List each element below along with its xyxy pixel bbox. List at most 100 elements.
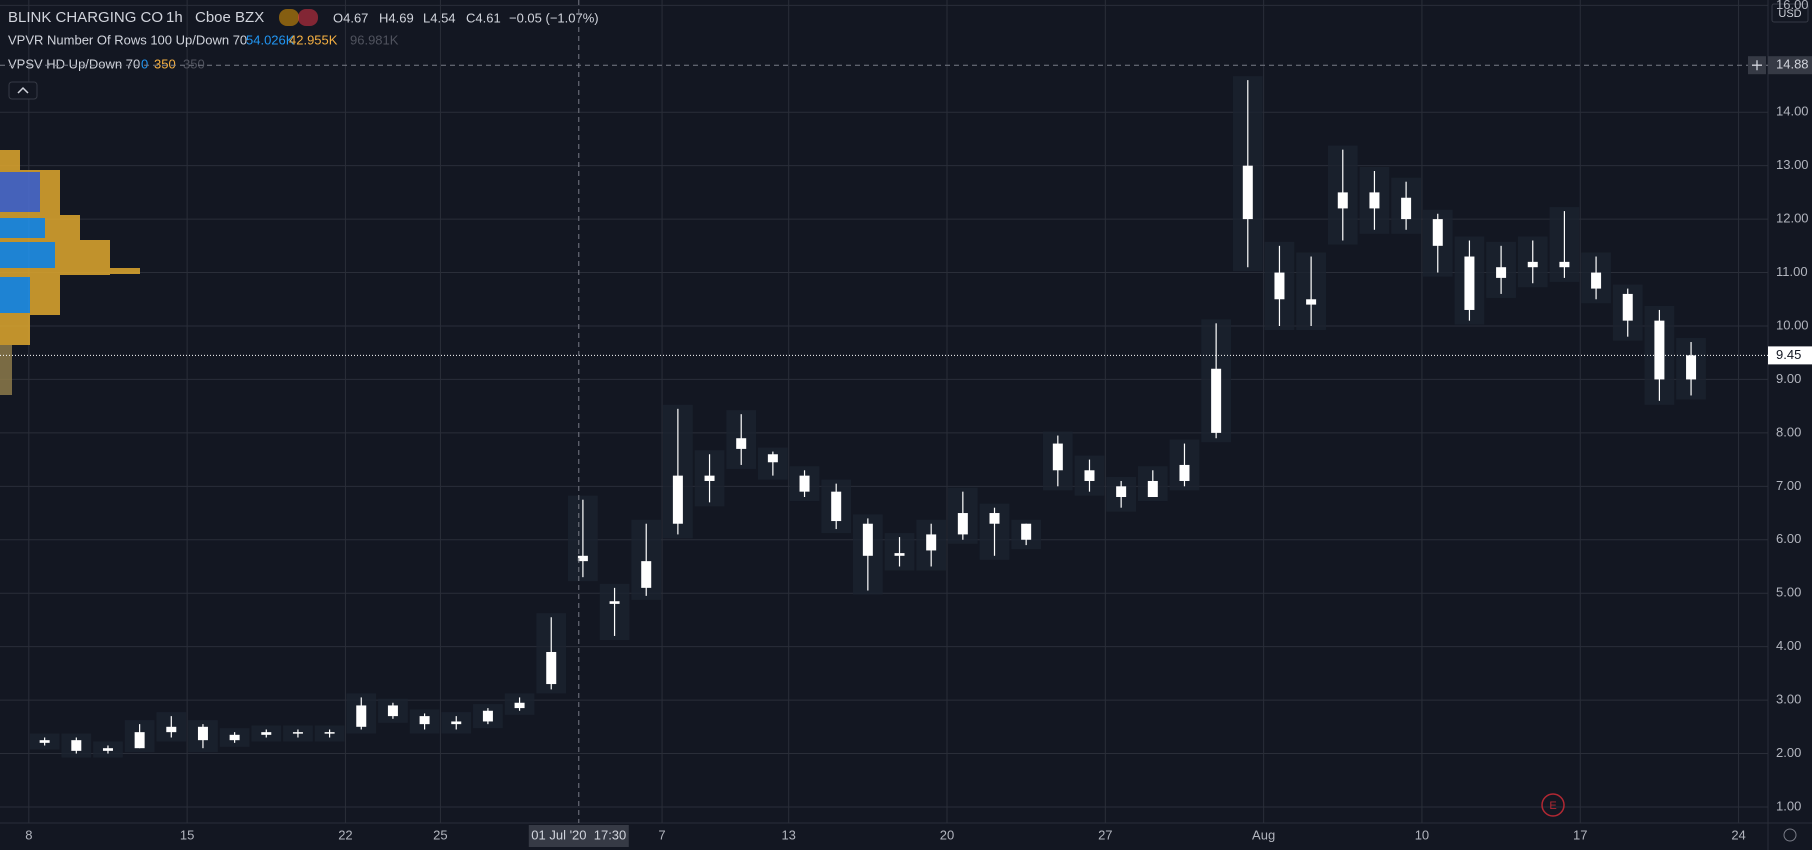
x-tick-label: 27: [1098, 827, 1112, 842]
y-tick-label: 12.00: [1776, 211, 1809, 226]
profile-bar: [0, 315, 30, 345]
crosshair-price-label: 14.88: [1776, 57, 1809, 72]
x-tick-label: 15: [180, 827, 194, 842]
plot: [29, 76, 1706, 758]
exchange: Cboe BZX: [195, 9, 264, 26]
candle-body: [672, 475, 683, 524]
candle-body: [451, 721, 462, 725]
collapse-icon[interactable]: [17, 86, 29, 94]
candle-body: [1021, 523, 1032, 540]
y-tick-label: 11.00: [1776, 264, 1808, 279]
grid: [0, 0, 1768, 823]
y-tick-label: 5.00: [1776, 585, 1801, 600]
candle-body: [926, 534, 937, 551]
last-price-label: 9.45: [1776, 347, 1801, 362]
crosshair-plus: [1752, 60, 1762, 71]
candle-body: [609, 601, 620, 604]
candle-body: [1369, 192, 1380, 209]
x-tick-label: 17: [1573, 827, 1587, 842]
x-tick-label: 13: [781, 827, 795, 842]
candle-body: [71, 740, 82, 751]
candle-body: [546, 651, 557, 685]
candle-body: [1401, 197, 1412, 220]
indicator-value: 96.981K: [350, 32, 399, 47]
interval: 1h: [166, 9, 183, 26]
candle-body: [1084, 470, 1095, 481]
y-tick-label: 8.00: [1776, 424, 1801, 439]
candle-body: [1464, 256, 1475, 310]
candle-body: [1527, 261, 1538, 268]
candle-body: [1147, 480, 1158, 498]
candle-body: [324, 732, 335, 734]
candle-body: [1179, 464, 1190, 481]
indicator-value: 350: [154, 56, 176, 71]
y-tick-label: 7.00: [1776, 478, 1801, 493]
x-tick-label: 20: [940, 827, 954, 842]
candle-body: [102, 748, 113, 751]
profile-bar: [0, 345, 12, 395]
x-tick-label: 25: [433, 827, 447, 842]
candle-body: [1306, 299, 1317, 305]
candle-body: [1116, 486, 1127, 498]
ohlc-low: L4.54: [423, 10, 456, 25]
settings-icon[interactable]: [1783, 828, 1797, 842]
y-tick-label: 14.00: [1776, 104, 1809, 119]
x-tick-label: 24: [1731, 827, 1745, 842]
earnings-label: E: [1549, 800, 1556, 812]
y-tick-label: 3.00: [1776, 692, 1801, 707]
candle-body: [799, 475, 810, 492]
candle-body: [577, 555, 588, 562]
indicator-name: VPVR Number Of Rows 100 Up/Down 70: [8, 32, 247, 47]
candle-body: [1654, 320, 1665, 380]
candle-body: [1211, 368, 1222, 433]
candle-body: [197, 726, 208, 741]
collapse-button-box[interactable]: [8, 81, 38, 100]
candle-body: [292, 732, 303, 734]
candle-body: [419, 716, 430, 725]
candle-body: [831, 491, 842, 522]
indicator-name: VPSV HD Up/Down 70: [8, 56, 140, 71]
candle-body: [134, 732, 145, 749]
candle-body: [1337, 192, 1348, 209]
candle-body: [1242, 165, 1253, 220]
candle-body: [1274, 272, 1285, 300]
y-tick-label: 9.00: [1776, 371, 1801, 386]
crosshair-price-box: [1768, 56, 1812, 75]
x-tick-label: 22: [338, 827, 352, 842]
candle-body: [894, 553, 905, 556]
candle-body: [1591, 272, 1602, 289]
crosshair-time-label: 01 Jul '20 17:30: [531, 827, 626, 842]
ohlc-close: C4.61: [466, 10, 501, 25]
collapse-button[interactable]: [8, 81, 38, 100]
candle-body: [1686, 355, 1697, 380]
candle-body: [704, 475, 715, 481]
y-tick-label: 4.00: [1776, 638, 1801, 653]
candle-body: [736, 438, 747, 449]
candle-body: [482, 710, 493, 722]
status-icon: [279, 9, 299, 26]
candle-body: [862, 523, 873, 556]
indicator-value: 42.955K: [289, 32, 338, 47]
ohlc-high: H4.69: [379, 10, 414, 25]
candle-body: [387, 705, 398, 717]
currency-box: [1771, 3, 1809, 23]
x-tick-label: 8: [25, 827, 32, 842]
crosshair-time-box: [528, 825, 629, 847]
candle-body: [1622, 293, 1633, 321]
last-price-box: [1768, 346, 1812, 365]
candle-body: [1432, 219, 1443, 246]
indicator-value: 0: [141, 56, 148, 71]
candle-body: [514, 702, 525, 709]
earnings-marker: [1541, 793, 1565, 817]
y-tick-label: 2.00: [1776, 745, 1801, 760]
candle-body: [641, 561, 652, 588]
y-tick-label: 16.00: [1776, 0, 1809, 12]
y-tick-label: 6.00: [1776, 531, 1801, 546]
status-icon: [298, 9, 318, 26]
candle-body: [989, 513, 1000, 524]
indicator-value: 350: [183, 56, 205, 71]
profile-bar: [0, 172, 40, 212]
candle-body: [261, 732, 272, 735]
